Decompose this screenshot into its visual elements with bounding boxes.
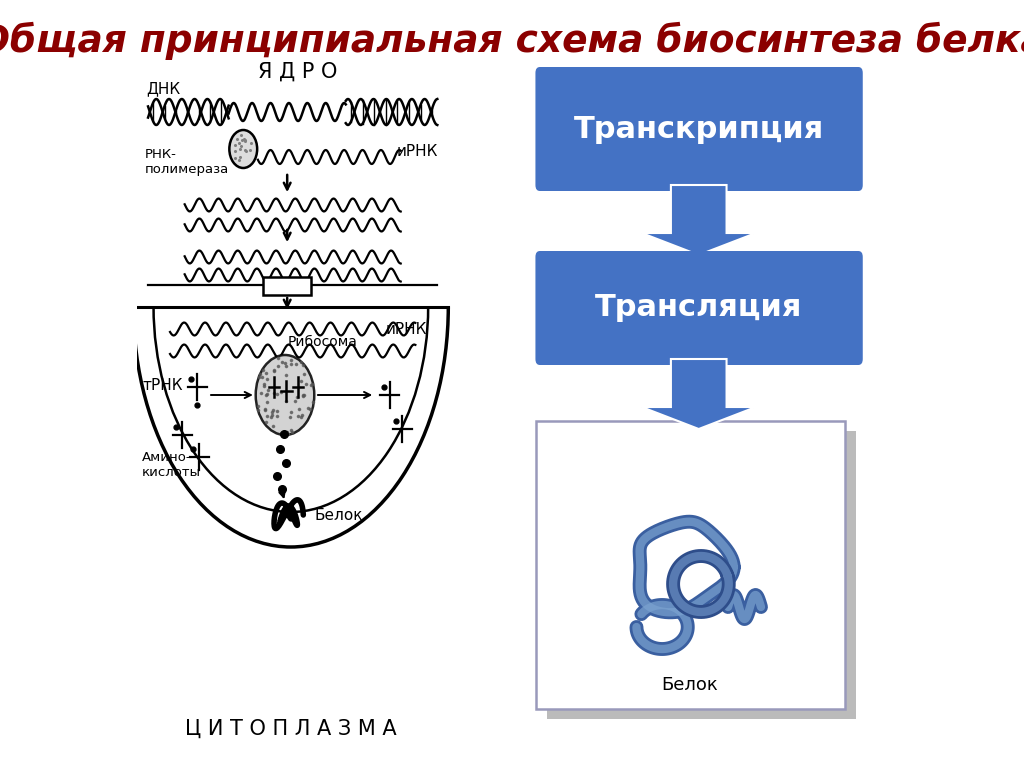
- Point: [258, 388, 274, 400]
- Point: [259, 396, 275, 408]
- Point: [263, 409, 280, 421]
- Text: Общая принципиальная схема биосинтеза белка: Общая принципиальная схема биосинтеза бе…: [0, 22, 1024, 61]
- FancyBboxPatch shape: [537, 421, 845, 709]
- Point: [279, 395, 295, 407]
- Point: [296, 389, 312, 401]
- Point: [259, 373, 275, 385]
- FancyBboxPatch shape: [547, 431, 856, 719]
- Point: [283, 354, 299, 366]
- Circle shape: [256, 355, 314, 435]
- Text: Белок: Белок: [662, 676, 718, 694]
- Text: Ц И Т О П Л А З М А: Ц И Т О П Л А З М А: [185, 719, 396, 739]
- Text: Трансляция: Трансляция: [595, 294, 803, 322]
- Point: [268, 410, 285, 422]
- Point: [291, 403, 307, 415]
- Point: [251, 370, 267, 383]
- Point: [252, 368, 268, 380]
- Point: [257, 416, 273, 428]
- Point: [265, 387, 282, 400]
- Point: [294, 409, 310, 421]
- Point: [250, 403, 266, 416]
- Point: [264, 403, 281, 416]
- Point: [258, 367, 274, 380]
- Point: [265, 364, 282, 377]
- Point: [293, 375, 309, 387]
- Point: [257, 403, 273, 415]
- Point: [264, 406, 281, 418]
- Point: [295, 359, 311, 371]
- Point: [260, 384, 276, 397]
- Point: [269, 360, 286, 372]
- Point: [283, 358, 299, 370]
- Point: [257, 404, 273, 416]
- Point: [303, 379, 319, 391]
- Point: [288, 357, 304, 370]
- Point: [280, 428, 296, 440]
- Point: [258, 390, 274, 402]
- Point: [272, 426, 289, 439]
- Text: иРНК: иРНК: [386, 321, 427, 337]
- Point: [273, 386, 290, 398]
- Circle shape: [229, 130, 257, 168]
- Text: Рибосома: Рибосома: [287, 335, 357, 349]
- Text: РНК-
полимераза: РНК- полимераза: [144, 148, 228, 176]
- Point: [278, 360, 294, 372]
- Point: [296, 368, 312, 380]
- Point: [283, 406, 299, 418]
- Point: [259, 410, 275, 422]
- FancyBboxPatch shape: [536, 67, 863, 191]
- Point: [293, 411, 309, 423]
- Point: [253, 387, 269, 400]
- Point: [263, 410, 280, 423]
- Point: [295, 389, 311, 401]
- Point: [289, 391, 305, 403]
- Point: [256, 378, 272, 390]
- Point: [255, 364, 271, 377]
- Point: [268, 405, 285, 417]
- Point: [278, 368, 294, 380]
- Point: [284, 426, 300, 439]
- FancyBboxPatch shape: [536, 251, 863, 365]
- Text: Я Д Р О: Я Д Р О: [258, 62, 338, 82]
- Text: Амино-
кислоты: Амино- кислоты: [142, 451, 201, 479]
- Polygon shape: [642, 359, 756, 429]
- Point: [295, 390, 311, 402]
- Point: [293, 356, 309, 368]
- Point: [283, 410, 299, 423]
- Point: [269, 388, 286, 400]
- Point: [280, 426, 296, 438]
- Point: [266, 364, 283, 376]
- Bar: [263, 277, 310, 295]
- Point: [250, 400, 266, 412]
- Point: [270, 352, 287, 364]
- Point: [300, 402, 316, 414]
- Point: [254, 370, 270, 383]
- Text: тРНК: тРНК: [143, 377, 183, 393]
- Text: ДНК: ДНК: [145, 81, 180, 97]
- Point: [304, 378, 321, 390]
- Point: [301, 403, 317, 415]
- Point: [287, 395, 303, 407]
- Point: [256, 380, 272, 393]
- Point: [290, 410, 306, 422]
- Text: Транскрипция: Транскрипция: [573, 114, 824, 143]
- Point: [304, 396, 321, 408]
- Text: иРНК: иРНК: [397, 144, 438, 160]
- Point: [283, 424, 299, 436]
- Point: [274, 356, 291, 368]
- Point: [276, 357, 293, 370]
- Text: Белок: Белок: [314, 508, 362, 522]
- Point: [298, 378, 314, 390]
- Polygon shape: [642, 185, 756, 255]
- Point: [264, 420, 281, 433]
